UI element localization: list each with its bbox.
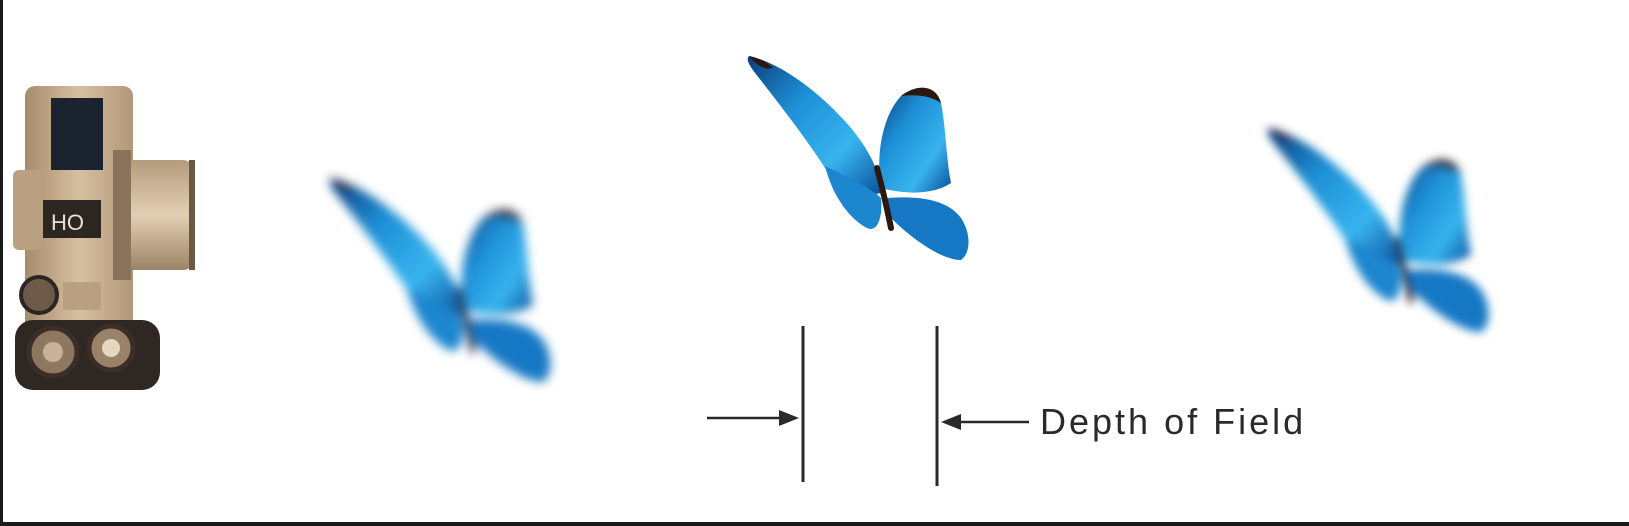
butterfly-focus-icon	[748, 56, 969, 260]
camera-icon: HO	[13, 86, 195, 390]
diagram-canvas: HO	[13, 0, 1629, 486]
depth-of-field-marker	[707, 326, 1029, 486]
butterfly-far-icon	[1268, 128, 1489, 332]
butterfly-near-icon	[330, 178, 551, 382]
svg-text:HO: HO	[51, 210, 84, 235]
depth-of-field-label: Depth of Field	[1040, 401, 1307, 442]
